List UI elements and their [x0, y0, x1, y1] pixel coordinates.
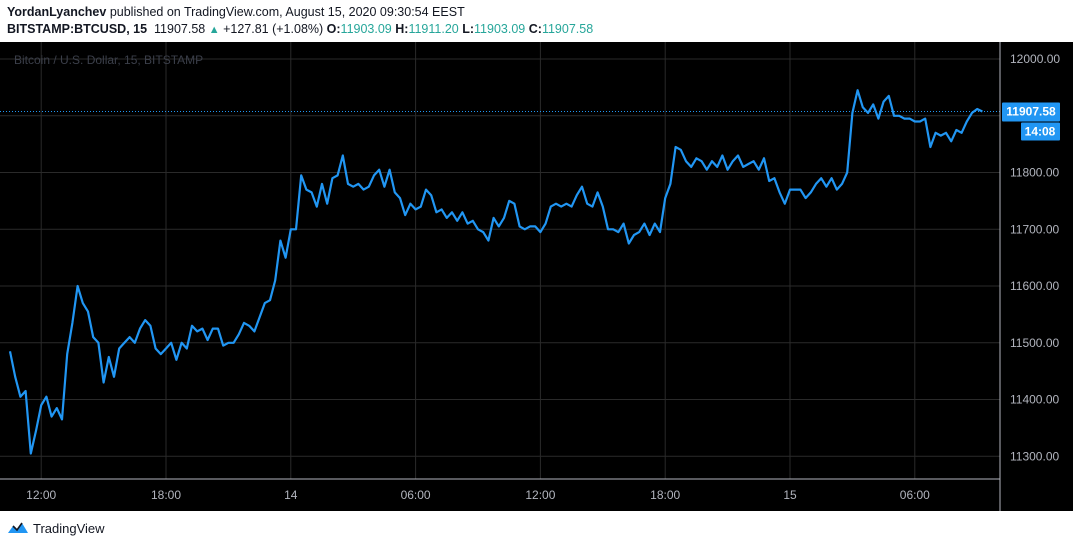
y-tick-label: 11400.00: [1010, 393, 1059, 407]
open-label: O:: [326, 22, 341, 36]
high-label: H:: [395, 22, 409, 36]
x-tick-label: 12:00: [525, 488, 555, 502]
low-value: 11903.09: [474, 22, 526, 36]
price-change: +127.81 (+1.08%): [223, 22, 324, 36]
x-tick-label: 18:00: [650, 488, 680, 502]
low-label: L:: [462, 22, 475, 36]
ohlc-line: BITSTAMP:BTCUSD, 15 11907.58 ▲ +127.81 (…: [7, 22, 593, 36]
last-price-badge: 11907.58 14:08: [1002, 102, 1060, 141]
last-price-badge-bg: [1002, 102, 1060, 122]
countdown-badge-text: 14:08: [1025, 124, 1056, 138]
publish-line: YordanLyanchev published on TradingView.…: [7, 5, 465, 19]
last-price: 11907.58: [154, 22, 206, 36]
symbol-watermark: Bitcoin / U.S. Dollar, 15, BITSTAMP: [14, 53, 203, 67]
open-value: 11903.09: [340, 22, 392, 36]
vertical-grid: [40, 42, 916, 479]
last-price-badge-text: 11907.58: [1006, 104, 1056, 118]
x-tick-label: 06:00: [900, 488, 930, 502]
published-text: published on TradingView.com, August 15,…: [109, 5, 465, 19]
tradingview-cloud-icon[interactable]: [6, 519, 30, 535]
y-tick-label: 11600.00: [1010, 279, 1059, 293]
plot-background: [0, 42, 1000, 511]
y-tick-label: 11300.00: [1010, 449, 1059, 463]
footer: TradingView: [0, 511, 1073, 547]
y-tick-label: 11500.00: [1010, 336, 1059, 350]
triangle-up-icon: ▲: [208, 24, 220, 36]
symbol-label: BITSTAMP:BTCUSD, 15: [7, 22, 148, 36]
y-tick-label: 11800.00: [1010, 166, 1059, 180]
series-line: [8, 89, 983, 455]
author-link[interactable]: YordanLyanchev: [7, 5, 107, 19]
horizontal-grid: [0, 58, 1000, 457]
y-tick-label: 11700.00: [1010, 222, 1059, 236]
x-tick-label: 12:00: [26, 488, 56, 502]
close-value: 11907.58: [541, 22, 594, 36]
close-label: C:: [528, 22, 542, 36]
countdown-badge-bg: [1021, 122, 1060, 141]
x-tick-label: 06:00: [401, 488, 431, 502]
x-tick-label: 14: [284, 488, 298, 502]
x-tick-label: 18:00: [151, 488, 181, 502]
x-tick-label: 15: [783, 488, 797, 502]
tradingview-brand[interactable]: TradingView: [33, 521, 105, 536]
y-tick-label: 12000.00: [1010, 52, 1060, 66]
chart-header: YordanLyanchev published on TradingView.…: [0, 0, 1073, 42]
price-chart[interactable]: Bitcoin / U.S. Dollar, 15, BITSTAMP 1130…: [0, 42, 1073, 511]
high-value: 11911.20: [408, 22, 459, 36]
time-axis-labels: 12:00 18:00 14 06:00 12:00 18:00 15 06:00: [26, 488, 930, 502]
